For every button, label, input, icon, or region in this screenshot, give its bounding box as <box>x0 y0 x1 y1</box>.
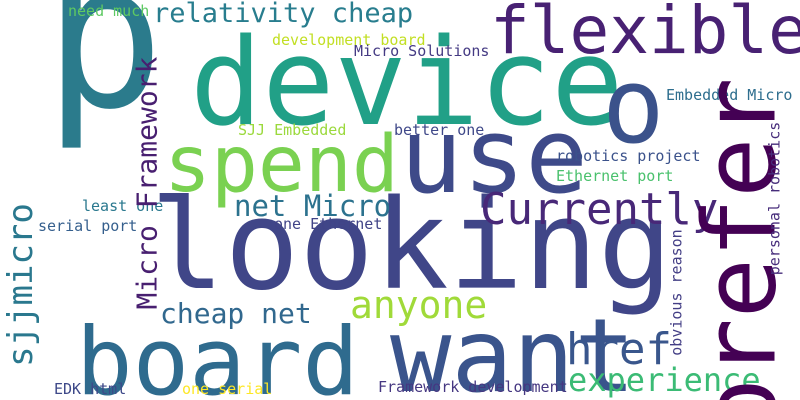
word-looking: looking <box>150 174 673 318</box>
word-edk-html: EDK html <box>54 380 127 398</box>
word-least-one: least one <box>82 197 164 215</box>
word-personal-robotics: personal robotics <box>765 121 784 275</box>
word-anyone: anyone <box>350 283 488 327</box>
word-experience: experience <box>568 361 761 399</box>
word-development-board: development board <box>272 31 426 49</box>
word-robotics-project: robotics project <box>556 147 701 165</box>
word-spend: spend <box>164 120 399 210</box>
word-need-much: need much <box>68 2 150 20</box>
word-board: board <box>76 308 359 400</box>
word-obvious-reason: obvious reason <box>667 228 686 356</box>
word-one-serial: one serial <box>182 380 273 398</box>
word-o: o <box>602 45 665 167</box>
word-better-one: better one <box>394 121 485 139</box>
word-one-ethernet: one Ethernet <box>274 215 383 233</box>
word-serial-port: serial port <box>38 217 138 235</box>
word-want: want <box>390 297 636 400</box>
word-ethernet-port: Ethernet port <box>556 167 674 185</box>
word-device: device <box>190 14 624 153</box>
word-framework-development: Framework development <box>378 378 568 396</box>
word-cheap-net: cheap net <box>160 297 312 330</box>
word-relativity-cheap: relativity cheap <box>153 0 414 29</box>
word-flexible: flexible <box>490 0 800 69</box>
word-micro-framework: Micro Framework <box>129 56 163 310</box>
word-net-micro: net Micro <box>234 189 392 223</box>
word-sjjmicro: sjjmicro <box>0 203 41 367</box>
word-use: use <box>400 95 588 217</box>
word-sjj-embedded: SJJ Embedded <box>238 121 347 139</box>
word-href: href <box>566 324 672 375</box>
word-embedded-micro: Embedded Micro <box>666 86 793 104</box>
word-p: p <box>44 0 165 154</box>
word-currently: Currently <box>480 184 719 235</box>
word-micro-solutions: Micro Solutions <box>354 42 490 60</box>
